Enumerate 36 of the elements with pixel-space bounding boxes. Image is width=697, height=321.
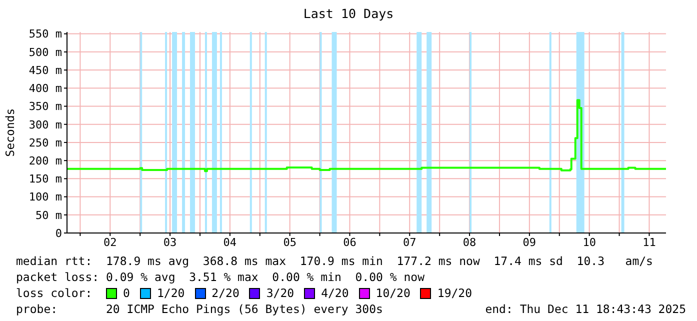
- y-tick-label: 450 m: [28, 64, 62, 77]
- x-tick-label: 10: [582, 236, 596, 249]
- y-tick-label: 300 m: [28, 118, 62, 132]
- y-tick-label: 550 m: [28, 28, 62, 41]
- legend-label: 2/20: [212, 285, 240, 301]
- x-tick-label: 04: [223, 236, 237, 249]
- x-tick-label: 08: [462, 236, 476, 249]
- x-tick-label: 09: [522, 236, 536, 249]
- x-tick-label: 02: [104, 236, 117, 249]
- y-tick-label: 200 m: [28, 154, 62, 168]
- y-tick-label: 500 m: [28, 46, 62, 59]
- y-tick-label: 150 m: [28, 172, 62, 186]
- legend-label: 0: [123, 285, 130, 301]
- legend-label: 1/20: [156, 285, 185, 301]
- x-tick-label: 11: [642, 236, 656, 249]
- y-tick-label: 250 m: [28, 136, 62, 150]
- y-tick-label: 350 m: [28, 100, 62, 114]
- legend-label: 3/20: [266, 285, 294, 301]
- y-tick-label: 400 m: [28, 82, 62, 96]
- y-tick-label: 100 m: [28, 190, 62, 204]
- x-tick-label: 07: [403, 236, 416, 249]
- legend-title: loss color:: [16, 285, 94, 301]
- chart-title: Last 10 Days: [302, 6, 395, 21]
- legend-label: 4/20: [321, 285, 349, 301]
- y-tick-label: 50 m: [36, 208, 62, 222]
- x-tick-label: 03: [163, 236, 177, 249]
- text: median rtt: 178.9 ms avg 368.8 ms max 170.9 ms min 177.2 ms now 17.4 ms sd 10.3 am/s: [16, 253, 654, 269]
- x-tick-label: 05: [283, 236, 296, 249]
- legend-label: 10/20: [376, 285, 410, 301]
- y-axis-title: Seconds: [3, 108, 18, 157]
- text: end: Thu Dec 11 18:43:43 2025: [485, 301, 686, 317]
- x-tick-label: 06: [343, 236, 356, 249]
- text: packet loss: 0.09 % avg 3.51 % max 0.00 % min 0.00 % now: [16, 269, 426, 285]
- y-tick-label: 0: [55, 226, 62, 240]
- legend-label: 19/20: [437, 285, 472, 301]
- text: probe: 20 ICMP Echo Pings (56 Bytes) every 300s: [16, 301, 383, 317]
